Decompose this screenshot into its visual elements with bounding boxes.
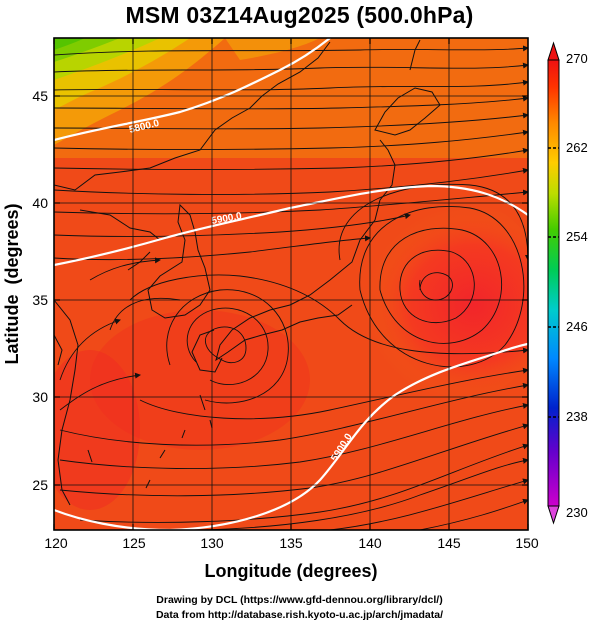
y-tick-label: 25 [32, 477, 48, 493]
colorbar-tick-label: 238 [566, 409, 588, 424]
y-tick-labels: 25 30 35 40 45 [32, 88, 48, 493]
colorbar-min-arrow-icon [547, 505, 560, 525]
colorbar-tick-label: 270 [566, 51, 588, 66]
x-tick-marks [53, 38, 529, 530]
colorbar-tick-label: 230 [566, 505, 588, 520]
x-tick-label: 120 [44, 535, 68, 551]
y-tick-label: 35 [32, 292, 48, 308]
credit-drawing: Drawing by DCL (https://www.gfd-dennou.o… [156, 594, 443, 606]
colorbar-tick-label: 246 [566, 319, 588, 334]
x-tick-label: 145 [437, 535, 461, 551]
y-tick-label: 40 [32, 195, 48, 211]
x-tick-label: 135 [279, 535, 303, 551]
x-tick-label: 140 [358, 535, 382, 551]
colorbar-tick-label: 262 [566, 140, 588, 155]
grid-lines [54, 38, 528, 530]
credit-data-source: Data from http://database.rish.kyoto-u.a… [155, 609, 444, 621]
temperature-field [54, 38, 528, 530]
contour-label-5900-north: 5900.0 [211, 211, 243, 227]
map-title: MSM 03Z14Aug2025 (500.0hPa) [125, 2, 474, 28]
y-axis-label: Latitude (degrees) [2, 203, 22, 364]
y-tick-label: 30 [32, 389, 48, 405]
colorbar-tick-label: 254 [566, 229, 588, 244]
x-tick-label: 150 [515, 535, 539, 551]
x-axis-label: Longitude (degrees) [204, 561, 377, 581]
x-tick-label: 130 [200, 535, 224, 551]
x-tick-labels: 120 125 130 135 140 145 150 [44, 535, 539, 551]
colorbar-max-arrow-icon [547, 41, 560, 61]
colorbar: 270 262 254 246 238 230 [547, 41, 588, 525]
x-tick-label: 125 [122, 535, 146, 551]
y-tick-label: 45 [32, 88, 48, 104]
